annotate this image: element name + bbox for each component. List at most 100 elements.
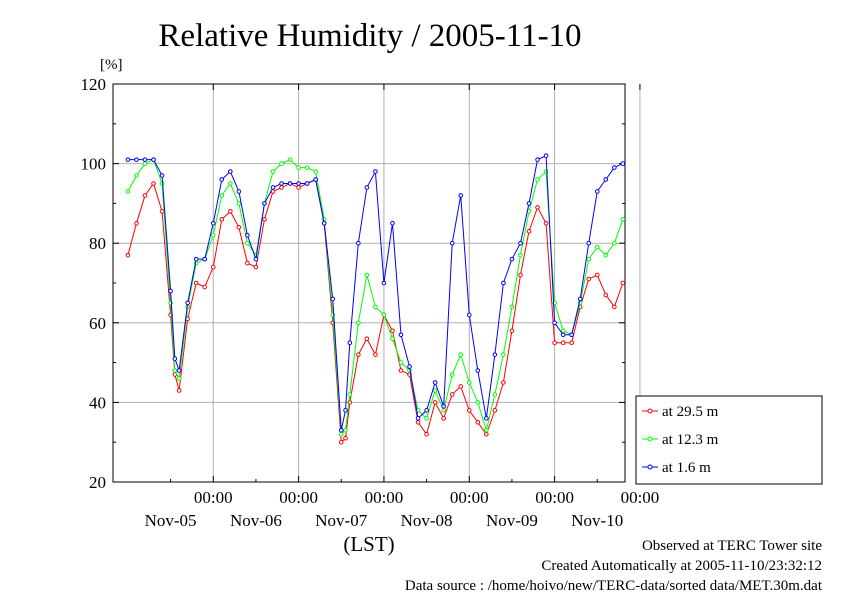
y-tick-label: 20	[89, 473, 106, 492]
x-tick-time-label: 00:00	[365, 488, 404, 507]
data-point	[492, 352, 498, 357]
data-point	[253, 256, 259, 262]
data-point	[168, 288, 173, 294]
chart-title: Relative Humidity / 2005-11-10	[158, 18, 581, 54]
data-point	[586, 240, 592, 246]
series-1	[125, 157, 626, 437]
data-point	[509, 256, 515, 262]
data-point	[373, 304, 378, 310]
data-point	[577, 296, 583, 302]
data-point	[501, 352, 506, 357]
data-point	[603, 252, 609, 258]
data-point	[543, 153, 549, 158]
data-point	[304, 165, 310, 170]
data-point	[356, 320, 361, 326]
data-point	[415, 416, 421, 421]
footer-created: Created Automatically at 2005-11-10/23:3…	[541, 558, 822, 574]
data-point	[398, 368, 404, 373]
data-point	[338, 427, 344, 433]
data-point	[484, 431, 489, 437]
data-point	[560, 332, 566, 338]
data-point	[270, 169, 276, 174]
x-tick-time-label: 00:00	[621, 488, 660, 507]
data-point	[560, 340, 566, 346]
data-point	[176, 388, 182, 393]
data-point	[364, 272, 370, 278]
data-point	[176, 376, 182, 381]
data-point	[245, 240, 250, 246]
data-point	[219, 217, 225, 222]
data-point	[172, 356, 178, 361]
y-tick-label: 100	[81, 155, 107, 174]
data-point	[356, 352, 361, 357]
x-tick-date-label: Nov-10	[571, 511, 623, 530]
data-point	[356, 240, 361, 246]
series-0	[125, 177, 626, 445]
footer-site: Observed at TERC Tower site	[642, 538, 822, 554]
data-point	[484, 427, 489, 433]
data-point	[509, 328, 515, 334]
data-point	[159, 209, 165, 214]
data-point	[620, 217, 626, 222]
data-point	[142, 161, 148, 166]
x-tick-date-label: Nov-07	[315, 511, 367, 530]
footer-source: Data source : /home/hoivo/new/TERC-data/…	[405, 578, 823, 594]
data-point	[603, 292, 609, 298]
data-point	[347, 340, 353, 346]
data-point	[338, 439, 344, 445]
data-point	[441, 404, 446, 409]
data-point	[236, 201, 242, 206]
data-point	[219, 193, 225, 198]
data-point	[321, 221, 327, 226]
data-point	[125, 157, 131, 162]
x-tick-date-label: Nov-09	[486, 511, 538, 530]
legend-swatch-marker	[647, 464, 653, 470]
data-point	[134, 173, 139, 178]
data-series	[125, 153, 626, 445]
data-point	[458, 352, 464, 357]
data-point	[245, 232, 250, 238]
data-point	[296, 165, 301, 170]
data-point	[518, 240, 523, 246]
data-point	[262, 201, 267, 206]
data-point	[458, 193, 464, 198]
y-axis-ticks: 20 40 60 80 100 120	[81, 75, 625, 492]
data-point	[210, 264, 216, 270]
x-tick-time-label: 00:00	[450, 488, 489, 507]
data-point	[279, 185, 284, 190]
data-point	[432, 388, 438, 393]
data-point	[202, 284, 208, 290]
data-point	[603, 177, 609, 182]
data-point	[535, 205, 540, 210]
data-point	[449, 392, 455, 397]
data-point	[236, 224, 242, 230]
data-point	[373, 169, 378, 174]
data-point	[620, 280, 626, 286]
data-point	[364, 185, 370, 190]
data-point	[343, 408, 348, 413]
data-point	[466, 312, 472, 318]
data-point	[296, 181, 301, 186]
data-point	[245, 260, 250, 266]
data-point	[125, 252, 131, 258]
legend-label: at 29.5 m	[662, 404, 719, 420]
data-point	[612, 304, 617, 310]
data-point	[484, 416, 489, 421]
data-point	[193, 280, 199, 286]
data-point	[228, 181, 233, 186]
data-point	[415, 420, 421, 425]
data-point	[159, 173, 165, 178]
series-2	[125, 153, 626, 433]
x-axis-label: (LST)	[343, 532, 394, 556]
data-point	[176, 368, 182, 373]
data-point	[296, 185, 301, 190]
y-tick-label: 80	[89, 234, 106, 253]
data-point	[390, 336, 395, 342]
data-point	[458, 384, 464, 389]
data-point	[560, 328, 566, 334]
data-point	[569, 332, 574, 338]
data-point	[518, 252, 523, 258]
data-point	[287, 157, 293, 162]
data-point	[279, 181, 284, 186]
data-point	[236, 189, 242, 194]
